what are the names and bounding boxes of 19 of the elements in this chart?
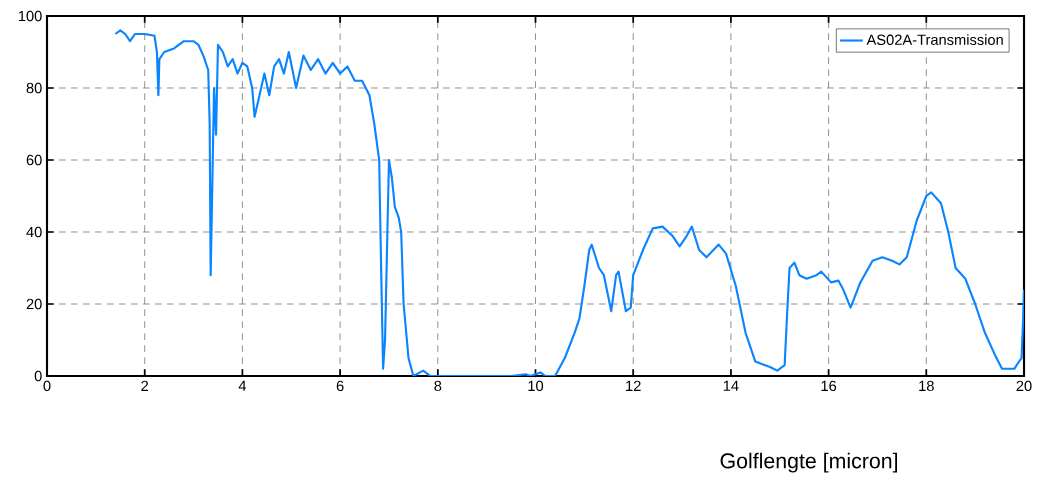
x-tick-label: 14 — [723, 380, 739, 391]
y-tick-label: 80 — [26, 82, 42, 94]
x-tick-label: 4 — [238, 380, 247, 391]
x-axis-title: Golflengte [micron] — [720, 452, 898, 473]
y-tick-label: 40 — [26, 226, 42, 238]
x-tick-label: 18 — [919, 380, 934, 392]
y-tick-label: 0 — [34, 370, 42, 382]
y-tick-label: 60 — [26, 154, 42, 166]
x-tick-label: 16 — [821, 380, 837, 392]
x-tick-label: 12 — [626, 380, 641, 391]
x-tick-label: 0 — [43, 380, 51, 392]
x-tick-label: 20 — [1016, 380, 1032, 392]
y-tick-label: 100 — [18, 10, 42, 22]
x-tick-label: 10 — [528, 380, 544, 392]
y-tick-label: 20 — [26, 298, 42, 310]
x-tick-label: 8 — [434, 380, 442, 392]
x-tick-label: 6 — [336, 380, 344, 392]
legend-label: AS02A-Transmission — [866, 34, 1003, 45]
x-tick-label: 2 — [141, 380, 149, 391]
